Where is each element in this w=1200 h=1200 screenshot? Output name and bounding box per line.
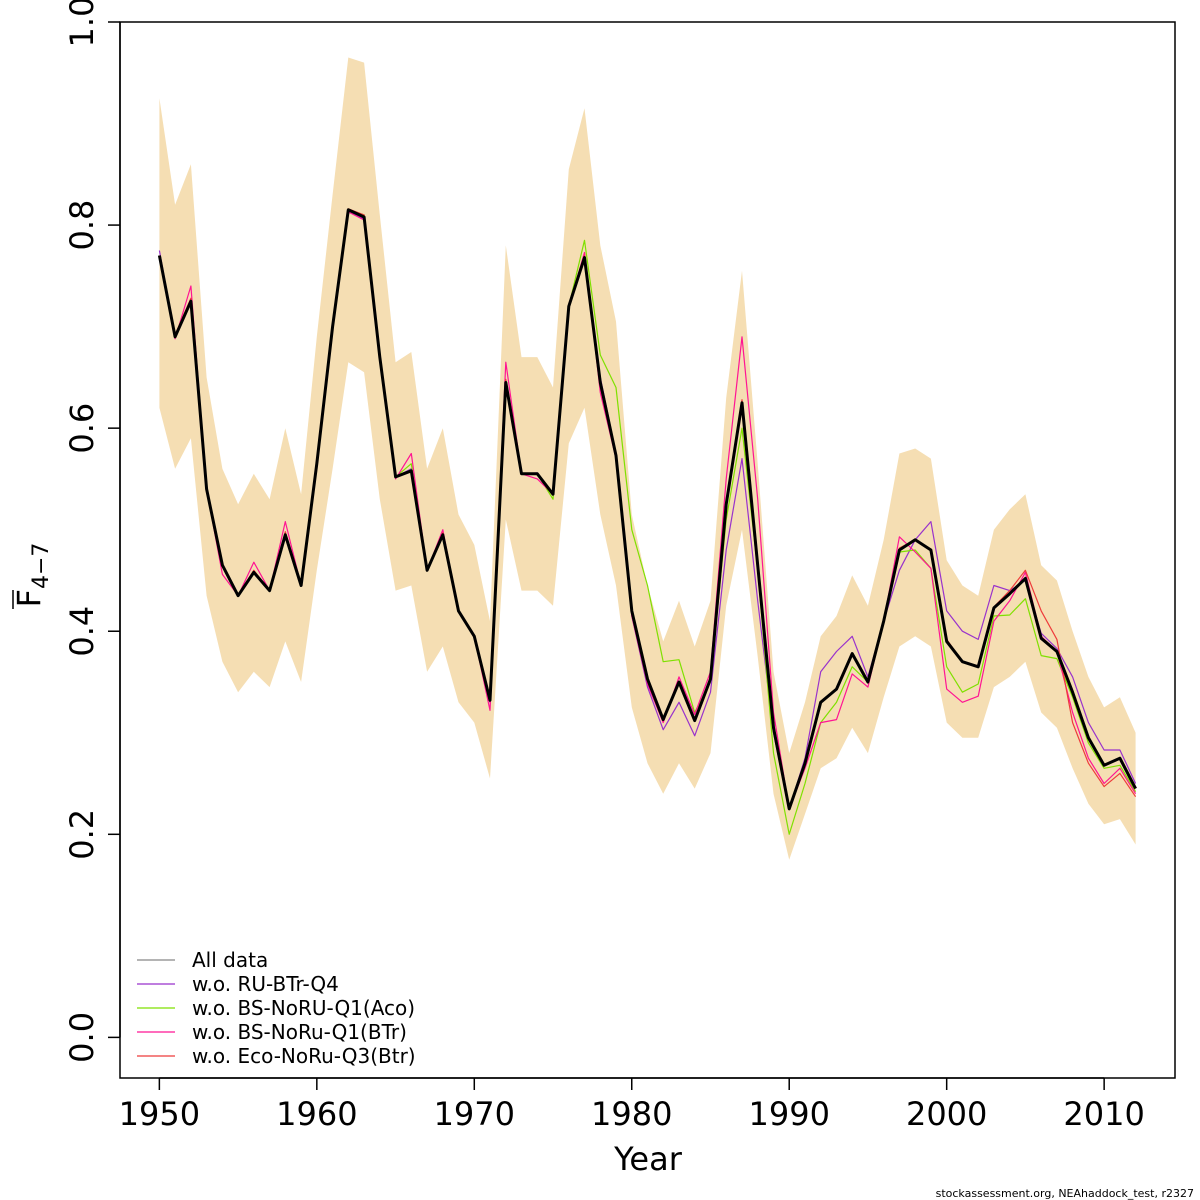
y-axis: 0.0 0.2 0.4 0.6 0.8 1.0 (63, 0, 121, 1063)
y-axis-title: F4−7 (10, 543, 54, 609)
x-tick-label: 1990 (748, 1095, 829, 1133)
x-axis-title: Year (613, 1140, 683, 1178)
x-tick-label: 1980 (591, 1095, 672, 1133)
y-tick-label: 0.0 (63, 1012, 101, 1063)
x-tick-label: 2000 (906, 1095, 987, 1133)
x-tick-label: 1960 (276, 1095, 357, 1133)
svg-text:F4−7: F4−7 (10, 543, 54, 608)
legend-label: w.o. BS-NoRU-Q1(Aco) (192, 996, 415, 1020)
x-tick-label: 1950 (119, 1095, 200, 1133)
y-axis-title-subscript: 4−7 (29, 543, 54, 589)
confidence-band (159, 57, 1136, 860)
x-tick-label: 1970 (434, 1095, 515, 1133)
y-tick-label: 0.8 (63, 200, 101, 251)
series-line-all-data (157, 208, 1137, 811)
series-lines (157, 208, 1137, 835)
y-tick-label: 0.6 (63, 403, 101, 454)
y-tick-label: 0.2 (63, 809, 101, 860)
legend-label: w.o. BS-NoRu-Q1(BTr) (192, 1020, 407, 1044)
y-tick-label: 0.4 (63, 606, 101, 657)
legend-label: w.o. Eco-NoRu-Q3(Btr) (192, 1044, 416, 1068)
y-axis-title-main: F (10, 589, 48, 607)
y-tick-label: 1.0 (63, 0, 101, 47)
legend-label: All data (192, 948, 268, 972)
x-tick-label: 2010 (1063, 1095, 1144, 1133)
x-axis: 1950 1960 1970 1980 1990 2000 2010 (119, 1077, 1145, 1133)
legend-label: w.o. RU-BTr-Q4 (192, 972, 339, 996)
footer-note: stockassessment.org, NEAhaddock_test, r2… (936, 1187, 1194, 1200)
